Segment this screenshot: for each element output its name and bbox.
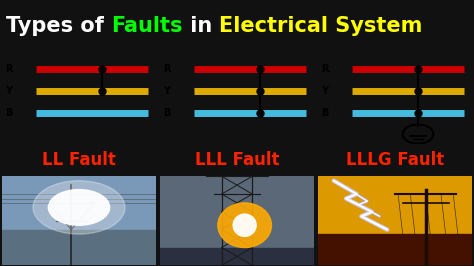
Text: Y: Y xyxy=(164,86,171,96)
Text: Faults: Faults xyxy=(111,16,182,36)
Text: Y: Y xyxy=(5,86,12,96)
Circle shape xyxy=(33,181,125,234)
Text: R: R xyxy=(164,64,171,74)
Text: Types of: Types of xyxy=(6,16,111,36)
Bar xyxy=(2,230,155,265)
Text: LLL Fault: LLL Fault xyxy=(195,151,279,169)
Text: B: B xyxy=(321,108,329,118)
Bar xyxy=(160,247,314,265)
Bar xyxy=(319,234,472,265)
Text: in: in xyxy=(182,16,219,36)
Text: LL Fault: LL Fault xyxy=(42,151,116,169)
Text: Electrical System: Electrical System xyxy=(219,16,422,36)
Circle shape xyxy=(48,190,109,225)
Ellipse shape xyxy=(218,203,272,247)
Text: LLLG Fault: LLLG Fault xyxy=(346,151,444,169)
Text: R: R xyxy=(321,64,329,74)
Text: R: R xyxy=(5,64,13,74)
Text: B: B xyxy=(5,108,13,118)
Text: Y: Y xyxy=(321,86,328,96)
Text: B: B xyxy=(164,108,171,118)
Ellipse shape xyxy=(233,214,256,236)
